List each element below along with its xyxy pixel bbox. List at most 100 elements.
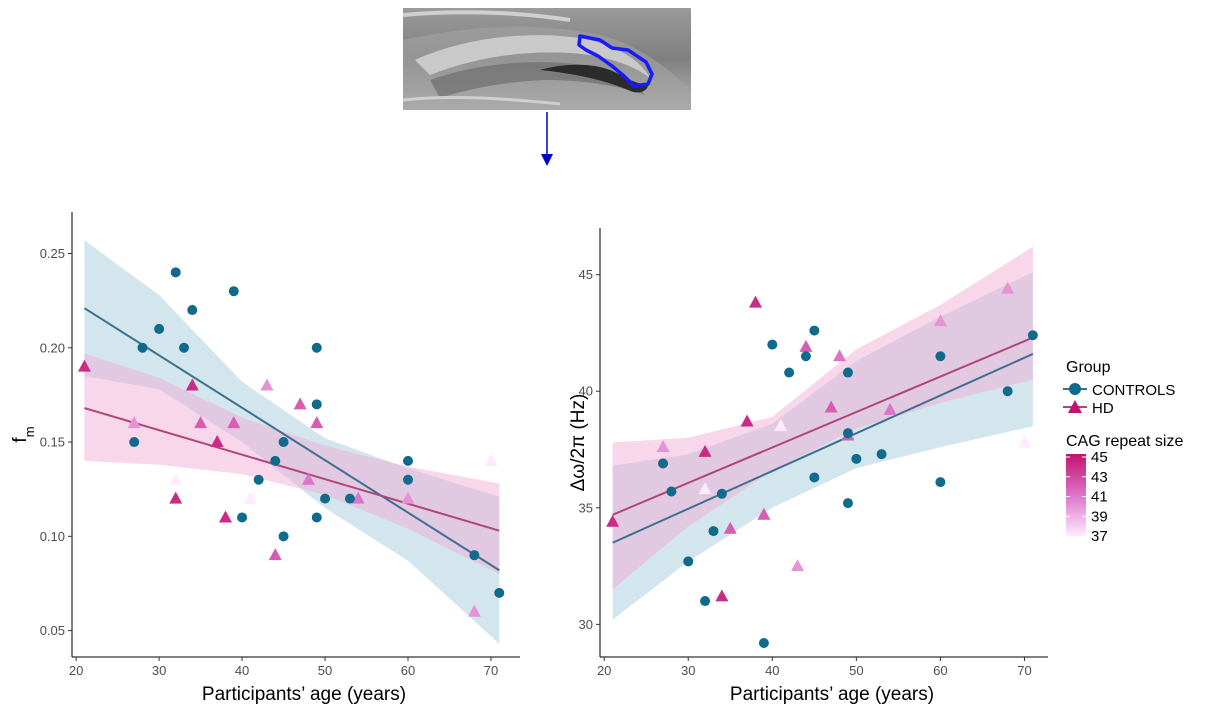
hd-point	[698, 482, 712, 495]
controls-point	[344, 493, 355, 504]
controls-point	[237, 512, 248, 523]
controls-fit-line	[612, 352, 1034, 544]
hd-point	[606, 514, 620, 527]
y-tick-label: 40	[579, 384, 593, 399]
hd-point	[310, 416, 324, 429]
y-tick-label: 0.25	[40, 246, 65, 261]
x-axis-title: Participants’ age (years)	[202, 684, 406, 705]
hd-point	[883, 402, 897, 415]
hd-point	[185, 378, 199, 391]
hd-point	[715, 589, 729, 602]
hd-point	[227, 416, 241, 429]
controls-point	[758, 638, 769, 649]
y-tick-label: 0.05	[40, 623, 65, 638]
controls-point	[683, 556, 694, 567]
hd-point	[351, 491, 365, 504]
controls-point	[842, 367, 853, 378]
y-tick-label: 30	[579, 617, 593, 632]
controls-point	[784, 367, 795, 378]
hd-point	[757, 507, 771, 520]
controls-point	[403, 474, 413, 485]
hd-point	[484, 453, 498, 466]
legend-group-title: Group	[1066, 359, 1111, 376]
hd-point	[748, 295, 762, 308]
controls-point	[658, 458, 669, 469]
hd-point	[127, 416, 141, 429]
hd-point	[656, 440, 670, 453]
hd-point	[698, 444, 712, 457]
legend-key-controls	[1063, 383, 1087, 395]
controls-point	[170, 267, 181, 278]
controls-point	[154, 323, 165, 334]
controls-point	[320, 493, 331, 504]
y-tick-label: 35	[579, 500, 593, 515]
hd-fit-line	[612, 336, 1034, 516]
mri-inset-icon	[403, 8, 691, 110]
y-axis-title-subscript: m	[22, 426, 37, 437]
controls-confidence-band	[84, 240, 500, 644]
controls-point	[179, 342, 189, 353]
controls-point	[278, 531, 289, 542]
y-tick-label: 0.20	[40, 340, 65, 355]
x-tick-label: 50	[849, 663, 863, 678]
cag-colorbar	[1066, 454, 1086, 536]
x-axis-title: Participants’ age (years)	[730, 684, 934, 705]
controls-point	[278, 437, 289, 448]
y-tick-label: 45	[579, 267, 593, 282]
hd-point	[799, 339, 813, 352]
controls-point	[842, 428, 853, 439]
left-chart: 20 30 40 50 60 70 0.05 0.10 0.15 0.20 0.25 Particip…	[10, 212, 520, 705]
controls-point	[469, 550, 480, 561]
hd-point	[169, 472, 183, 485]
controls-point	[851, 453, 862, 464]
controls-point	[809, 325, 820, 336]
cag-tick-label: 43	[1091, 469, 1108, 486]
cag-ticks: 45 43 41 39 37	[1066, 449, 1108, 545]
controls-point	[809, 472, 820, 483]
x-tick-label: 40	[235, 663, 249, 678]
legend: Group CONTROLS HD CAG repeat size 45 43 41…	[1063, 359, 1183, 545]
legend-label-hd: HD	[1092, 400, 1114, 417]
hd-point	[467, 604, 481, 617]
legend-key-hd	[1063, 400, 1087, 413]
hd-point	[194, 416, 208, 429]
x-tick-label: 70	[484, 663, 498, 678]
hd-point	[1017, 435, 1031, 448]
hd-point	[260, 378, 274, 391]
controls-point	[1027, 330, 1038, 341]
controls-point	[1002, 386, 1013, 397]
hd-point	[169, 491, 183, 504]
hd-point	[218, 510, 232, 523]
hd-point	[301, 472, 315, 485]
controls-point	[935, 477, 946, 488]
hd-point	[933, 314, 947, 327]
x-tick-label: 60	[401, 663, 415, 678]
x-tick-label: 60	[933, 663, 947, 678]
controls-point	[876, 449, 887, 460]
controls-point	[403, 455, 413, 466]
controls-point	[137, 342, 148, 353]
controls-point	[311, 342, 322, 353]
cag-tick-label: 37	[1091, 528, 1108, 545]
y-tick-label: 0.15	[40, 435, 65, 450]
controls-point	[708, 526, 719, 537]
hd-confidence-band	[84, 353, 500, 574]
hd-point	[401, 491, 415, 504]
x-tick-label: 50	[318, 663, 332, 678]
right-chart: 20 30 40 50 60 70 30 35 40 45 Participants’ age (y…	[568, 228, 1048, 705]
controls-point	[228, 286, 239, 297]
cag-tick-label: 39	[1091, 508, 1108, 525]
y-tick-label: 0.10	[40, 529, 65, 544]
x-tick-label: 20	[69, 663, 83, 678]
hd-point	[774, 419, 788, 432]
hd-point	[210, 435, 224, 448]
controls-point	[270, 455, 281, 466]
hd-point	[293, 397, 307, 410]
x-tick-label: 30	[681, 663, 695, 678]
controls-point	[187, 305, 198, 316]
hd-point	[243, 491, 257, 504]
controls-point	[700, 596, 711, 607]
hd-point	[268, 548, 282, 561]
cag-tick-label: 41	[1091, 489, 1108, 506]
hd-point	[740, 414, 754, 427]
